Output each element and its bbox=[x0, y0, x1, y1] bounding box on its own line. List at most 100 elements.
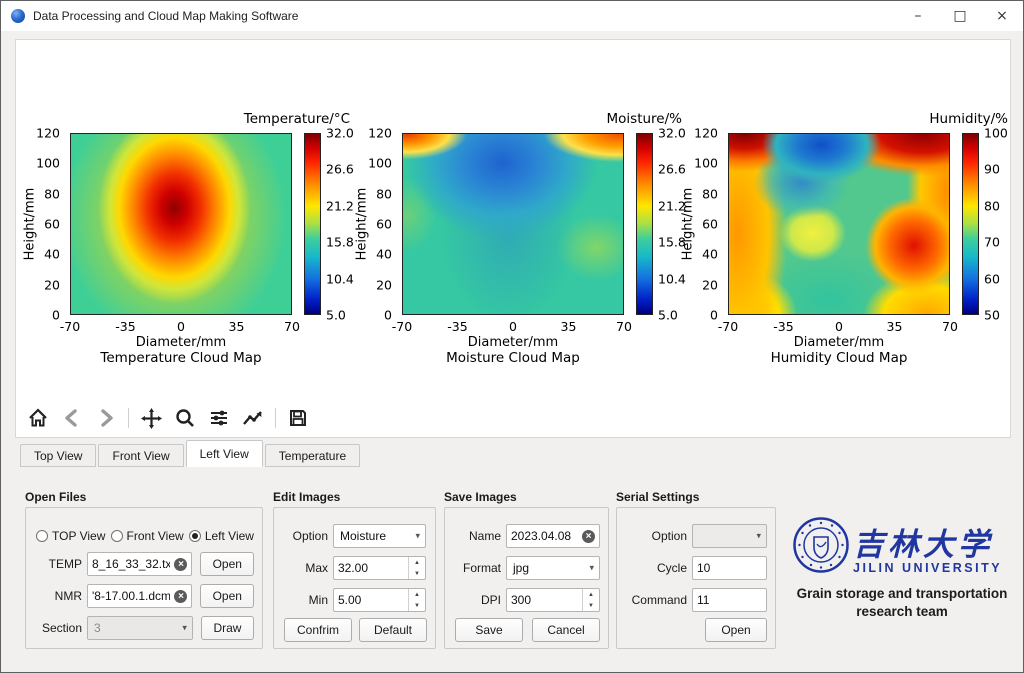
humidity-cloud-map[interactable] bbox=[728, 133, 950, 315]
tick-label: 100 bbox=[694, 155, 718, 171]
format-row: Format jpg ▾ bbox=[455, 556, 600, 580]
tick-label: 70 bbox=[616, 319, 632, 334]
home-icon[interactable] bbox=[26, 406, 50, 430]
minimize-button[interactable]: – bbox=[914, 8, 922, 24]
format-select[interactable]: jpg ▾ bbox=[506, 556, 600, 580]
radio-dot bbox=[36, 530, 48, 542]
tick-label: 60 bbox=[44, 216, 60, 232]
close-button[interactable]: × bbox=[996, 8, 1008, 24]
tick-label: -35 bbox=[447, 319, 468, 334]
radio-label: Left View bbox=[204, 529, 254, 543]
temp-open-button[interactable]: Open bbox=[200, 552, 254, 576]
radio-left-view[interactable]: Left View bbox=[188, 529, 254, 543]
temperature-colorbar bbox=[304, 133, 321, 315]
tick-label: 120 bbox=[694, 125, 718, 141]
spin-up-icon[interactable]: ▲ bbox=[414, 591, 420, 598]
serial-option-select[interactable]: ▾ bbox=[692, 524, 767, 548]
default-button[interactable]: Default bbox=[359, 618, 427, 642]
max-spinbox: ▲▼ bbox=[333, 556, 426, 580]
save-images-group: Name × Format jpg ▾ DPI ▲▼ Save Cancel bbox=[444, 507, 609, 649]
cycle-row: Cycle bbox=[627, 556, 767, 580]
toolbar-separator bbox=[128, 408, 129, 428]
tick-label: 15.8 bbox=[658, 234, 686, 250]
zoom-icon[interactable] bbox=[173, 406, 197, 430]
command-input[interactable] bbox=[693, 590, 766, 610]
tick-label: 5.0 bbox=[658, 307, 678, 323]
moisture-cloud-map[interactable] bbox=[402, 133, 624, 315]
tick-label: 35 bbox=[886, 319, 903, 334]
tab-left-view[interactable]: Left View bbox=[185, 440, 263, 467]
name-input[interactable] bbox=[507, 526, 582, 546]
tick-label: 20 bbox=[702, 277, 718, 293]
colorbar-ticks: 32.0 26.6 21.2 15.8 10.4 5.0 bbox=[656, 126, 696, 323]
temperature-cloud-map[interactable] bbox=[70, 133, 292, 315]
serial-option-row: Option ▾ bbox=[627, 524, 767, 548]
command-label: Command bbox=[631, 593, 687, 607]
dpi-input[interactable] bbox=[507, 593, 599, 607]
min-input[interactable] bbox=[334, 593, 425, 607]
tick-label: 0 bbox=[177, 319, 185, 334]
min-label: Min bbox=[308, 593, 328, 607]
view-radio-row: TOP View Front View Left View bbox=[36, 524, 254, 548]
y-axis-ticks: 120 100 80 60 40 20 0 bbox=[16, 126, 64, 323]
toolbar-separator bbox=[275, 408, 276, 428]
research-team-caption: Grain storage and transportation researc… bbox=[789, 585, 1015, 621]
spin-up-icon[interactable]: ▲ bbox=[588, 591, 594, 598]
draw-button[interactable]: Draw bbox=[200, 616, 254, 640]
nmr-file-input[interactable] bbox=[88, 586, 175, 606]
spin-down-icon[interactable]: ▼ bbox=[414, 602, 420, 609]
tab-top-view[interactable]: Top View bbox=[20, 444, 97, 467]
confirm-button[interactable]: Confrim bbox=[284, 618, 352, 642]
spin-up-icon[interactable]: ▲ bbox=[414, 559, 420, 566]
save-button[interactable]: Save bbox=[455, 618, 523, 642]
clear-icon[interactable]: × bbox=[582, 529, 595, 543]
chart-caption: Moisture Cloud Map bbox=[446, 350, 580, 366]
back-icon[interactable] bbox=[60, 406, 84, 430]
dpi-row: DPI ▲▼ bbox=[455, 588, 600, 612]
nmr-open-button[interactable]: Open bbox=[200, 584, 254, 608]
tick-label: 100 bbox=[368, 155, 392, 171]
forward-icon[interactable] bbox=[94, 406, 118, 430]
tick-label: 21.2 bbox=[326, 198, 354, 214]
maximize-button[interactable]: □ bbox=[953, 8, 967, 24]
dpi-spinbox: ▲▼ bbox=[506, 588, 600, 612]
option-value: Moisture bbox=[340, 529, 387, 543]
option-select[interactable]: Moisture ▾ bbox=[333, 524, 426, 548]
edit-plot-icon[interactable] bbox=[241, 406, 265, 430]
chevron-down-icon: ▾ bbox=[182, 622, 187, 633]
tick-label: 70 bbox=[284, 319, 300, 334]
radio-front-view[interactable]: Front View bbox=[110, 529, 184, 543]
cancel-button[interactable]: Cancel bbox=[532, 618, 600, 642]
spin-arrows[interactable]: ▲ ▼ bbox=[408, 557, 425, 579]
max-input[interactable] bbox=[334, 561, 425, 575]
spin-arrows[interactable]: ▲ ▼ bbox=[582, 589, 599, 611]
save-icon[interactable] bbox=[286, 406, 310, 430]
tab-front-view[interactable]: Front View bbox=[98, 444, 184, 467]
x-axis-ticks: -70 -35 0 35 70 bbox=[60, 319, 300, 334]
cycle-input[interactable] bbox=[693, 558, 766, 578]
radio-dot bbox=[188, 530, 201, 542]
spin-down-icon[interactable]: ▼ bbox=[588, 602, 594, 609]
option-row: Option Moisture ▾ bbox=[284, 524, 427, 548]
colorbar-title: Humidity/% bbox=[929, 111, 1008, 127]
x-axis-ticks: -70 -35 0 35 70 bbox=[392, 319, 632, 334]
tab-temperature[interactable]: Temperature bbox=[264, 444, 361, 467]
dpi-label: DPI bbox=[480, 593, 501, 607]
clear-icon[interactable]: × bbox=[174, 589, 188, 603]
colorbar-ticks: 32.0 26.6 21.2 15.8 10.4 5.0 bbox=[324, 126, 364, 323]
tick-label: 120 bbox=[368, 125, 392, 141]
open-files-group: TOP View Front View Left View TEMP × Ope… bbox=[25, 507, 263, 649]
spin-arrows[interactable]: ▲ ▼ bbox=[408, 589, 425, 611]
configure-subplots-icon[interactable] bbox=[207, 406, 231, 430]
pan-icon[interactable] bbox=[139, 406, 163, 430]
section-select[interactable]: 3 ▾ bbox=[87, 616, 193, 640]
x-axis-ticks: -70 -35 0 35 70 bbox=[718, 319, 958, 334]
serial-open-button[interactable]: Open bbox=[705, 618, 767, 642]
temp-file-input[interactable] bbox=[88, 554, 175, 574]
clear-icon[interactable]: × bbox=[174, 557, 188, 571]
tick-label: 26.6 bbox=[326, 161, 354, 177]
radio-top-view[interactable]: TOP View bbox=[36, 529, 105, 543]
edit-buttons-row: Confrim Default bbox=[284, 618, 427, 642]
spin-down-icon[interactable]: ▼ bbox=[414, 570, 420, 577]
